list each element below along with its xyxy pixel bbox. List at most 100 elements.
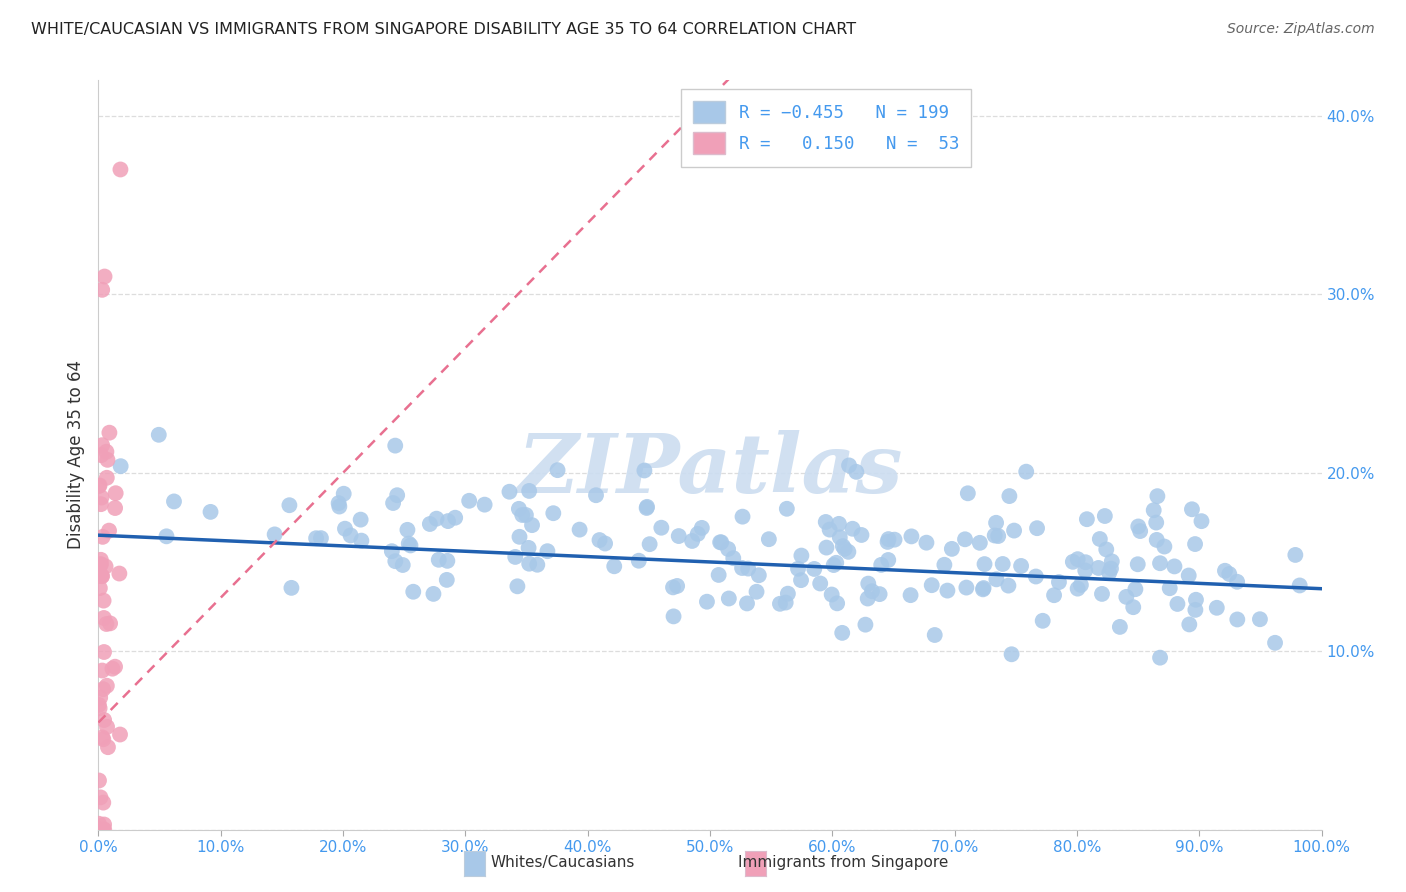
Point	[98, 425, 121, 440]
Point	[381, 544, 404, 558]
Point	[627, 554, 650, 568]
Point	[876, 535, 898, 549]
Point	[93, 593, 115, 607]
Point	[148, 427, 170, 442]
Point	[972, 582, 994, 597]
Point	[1144, 516, 1167, 530]
Point	[1264, 636, 1286, 650]
Point	[1076, 512, 1098, 526]
Point	[991, 557, 1014, 571]
Point	[1184, 537, 1206, 551]
Point	[98, 524, 121, 538]
Point	[1153, 540, 1175, 554]
Point	[818, 523, 841, 537]
Point	[662, 580, 685, 594]
Point	[717, 541, 740, 556]
Point	[1159, 581, 1181, 595]
Point	[91, 664, 114, 678]
Text: WHITE/CAUCASIAN VS IMMIGRANTS FROM SINGAPORE DISABILITY AGE 35 TO 64 CORRELATION: WHITE/CAUCASIAN VS IMMIGRANTS FROM SINGA…	[31, 22, 856, 37]
Y-axis label: Disability Age 35 to 64: Disability Age 35 to 64	[67, 360, 86, 549]
Point	[1128, 519, 1150, 533]
Point	[89, 581, 111, 595]
Point	[398, 536, 420, 550]
Point	[87, 479, 110, 493]
Point	[877, 532, 900, 546]
Point	[585, 488, 607, 502]
Point	[941, 541, 963, 556]
Point	[1098, 566, 1121, 580]
Point	[834, 541, 856, 556]
Point	[89, 790, 111, 805]
Point	[1062, 555, 1084, 569]
Point	[89, 701, 111, 715]
Point	[333, 522, 356, 536]
Point	[96, 444, 118, 458]
Point	[1032, 614, 1054, 628]
Point	[200, 505, 222, 519]
Point	[717, 591, 740, 606]
Point	[309, 531, 332, 545]
Point	[104, 659, 127, 673]
Point	[1099, 561, 1122, 575]
Point	[1288, 578, 1310, 592]
Point	[93, 611, 115, 625]
Point	[503, 549, 526, 564]
Point	[93, 822, 115, 837]
Point	[89, 478, 111, 492]
Point	[568, 523, 591, 537]
Point	[603, 559, 626, 574]
Point	[856, 591, 879, 606]
Point	[969, 536, 991, 550]
Point	[1226, 574, 1249, 589]
Point	[508, 501, 530, 516]
Point	[633, 463, 655, 477]
Point	[987, 529, 1010, 543]
Point	[710, 535, 733, 549]
Point	[1101, 554, 1123, 568]
Point	[91, 732, 114, 747]
Point	[328, 496, 350, 510]
Point	[775, 596, 797, 610]
Point	[391, 558, 413, 572]
Point	[808, 576, 831, 591]
Point	[748, 568, 770, 582]
Point	[1122, 600, 1144, 615]
Point	[638, 537, 661, 551]
Point	[1166, 597, 1188, 611]
Point	[399, 538, 422, 552]
Point	[1181, 502, 1204, 516]
Point	[915, 535, 938, 549]
Point	[339, 528, 361, 542]
Point	[1070, 578, 1092, 592]
Point	[814, 515, 837, 529]
Point	[96, 452, 118, 467]
Point	[155, 529, 177, 543]
Point	[108, 566, 131, 581]
Point	[384, 439, 406, 453]
Point	[1015, 465, 1038, 479]
Point	[851, 528, 873, 542]
Point	[869, 587, 891, 601]
Point	[776, 587, 799, 601]
Point	[696, 595, 718, 609]
Point	[900, 588, 922, 602]
Point	[1213, 564, 1236, 578]
Point	[1091, 587, 1114, 601]
Point	[1074, 563, 1097, 577]
Point	[422, 587, 444, 601]
Point	[89, 558, 111, 572]
Point	[769, 597, 792, 611]
Point	[745, 584, 768, 599]
Point	[707, 568, 730, 582]
Point	[1184, 603, 1206, 617]
Point	[787, 562, 810, 576]
Point	[666, 579, 689, 593]
Point	[838, 458, 860, 473]
Point	[921, 578, 943, 592]
Point	[831, 539, 853, 553]
Text: ZIPatlas: ZIPatlas	[517, 430, 903, 510]
Point	[91, 530, 114, 544]
Point	[517, 557, 540, 571]
Point	[526, 558, 548, 572]
Point	[828, 516, 851, 531]
